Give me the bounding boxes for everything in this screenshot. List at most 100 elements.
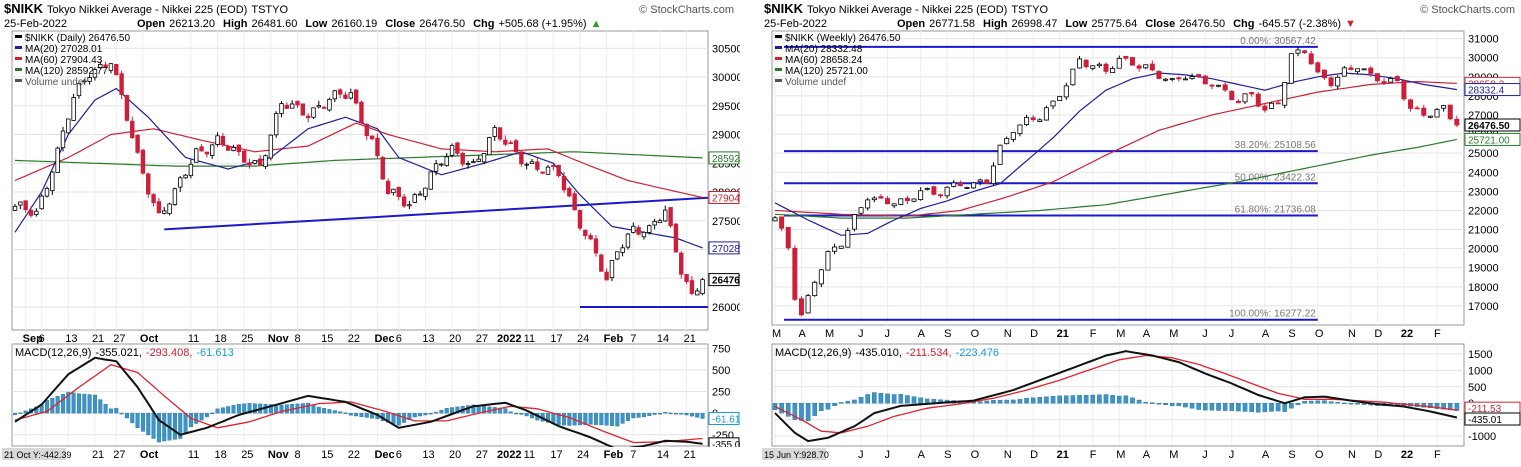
macd-histogram-bar — [918, 397, 923, 404]
legend-swatch — [15, 68, 22, 71]
candle-body — [1149, 63, 1155, 71]
macd-tick-label: 750 — [712, 343, 730, 355]
macd-histogram-bar — [412, 412, 417, 418]
candle-body — [924, 188, 930, 190]
macd-histogram-bar — [423, 412, 428, 416]
macd-histogram-bar — [663, 412, 668, 414]
macd-time-axis-label: Feb — [604, 449, 624, 461]
candle-body — [449, 144, 455, 156]
candle-body — [609, 259, 615, 279]
macd-time-axis-label: D — [1030, 449, 1038, 461]
candle-body — [284, 104, 290, 109]
price-panel-frame — [11, 30, 709, 331]
macd-histogram-bar — [76, 393, 81, 414]
candle-body — [1414, 107, 1420, 110]
time-axis-label: Dec — [374, 333, 394, 345]
candle-body — [375, 137, 380, 157]
candle-body — [825, 251, 831, 271]
legend-entry: Volume undef — [785, 77, 846, 88]
weekly-chart-svg: $NIKK Tokyo Nikkei Average - Nikkei 225 (… — [760, 1, 1521, 462]
candle-body — [1308, 53, 1314, 65]
candle-body — [439, 163, 444, 166]
candle-body — [359, 101, 364, 124]
macd-histogram-bar — [92, 394, 97, 414]
macd-histogram-bar — [1077, 395, 1082, 404]
time-axis-label: A — [1143, 328, 1151, 340]
candle-body — [204, 151, 210, 155]
candle-body — [931, 186, 937, 195]
close-label: Close — [385, 18, 415, 30]
candle-body — [508, 142, 513, 145]
macd-histogram-bar — [905, 395, 910, 404]
candle-body — [1057, 96, 1063, 101]
candle-body — [465, 163, 471, 165]
time-axis-label: O — [1315, 328, 1324, 340]
legend-entry: MA(120) 28592.77 — [25, 66, 108, 77]
ma60-line — [774, 80, 1457, 217]
candle-body — [1361, 68, 1367, 71]
price-tick-label: 20000 — [1468, 244, 1499, 256]
macd-histogram-bar — [911, 396, 917, 404]
time-axis-label: 8 — [294, 333, 300, 345]
macd-histogram-bar — [60, 393, 65, 414]
low-value: 26160.19 — [331, 18, 377, 30]
macd-histogram-bar — [1110, 395, 1115, 404]
macd-histogram-bar — [641, 412, 646, 418]
candle-body — [832, 246, 838, 252]
candle-body — [1348, 67, 1354, 71]
macd-legend: MACD(12,26,9) -435.010, -211.534, -223.476 — [775, 347, 999, 359]
macd-time-axis-label: O — [1315, 449, 1324, 461]
macd-histogram-bar — [679, 412, 684, 415]
candle-body — [1401, 80, 1407, 100]
time-axis-label: 13 — [422, 333, 434, 345]
macd-histogram-bar — [1163, 403, 1168, 405]
macd-histogram-bar — [1447, 403, 1453, 411]
time-axis-label: 21 — [1057, 328, 1069, 340]
candle-body — [1010, 132, 1016, 140]
macd-histogram-bar — [997, 399, 1003, 404]
macd-time-axis-label: F — [1090, 449, 1097, 461]
macd-time-axis-label: 11 — [524, 449, 535, 461]
fib-level-label: 61.80%: 21736.08 — [1235, 204, 1317, 215]
macd-histogram-bar — [252, 403, 257, 414]
time-axis-label: D — [1030, 328, 1038, 340]
candle-body — [898, 198, 904, 205]
macd-histogram-bar — [609, 412, 614, 426]
legend-swatch — [775, 68, 782, 71]
candle-body — [1163, 78, 1169, 81]
time-axis-label: 14 — [657, 333, 669, 345]
date-label: 25-Feb-2022 — [4, 18, 67, 30]
macd-histogram-bar — [284, 404, 289, 414]
candle-body — [911, 198, 917, 202]
high-value: 26481.60 — [251, 18, 297, 30]
candle-body — [535, 161, 540, 170]
macd-histogram-bar — [792, 403, 798, 420]
candle-body — [625, 233, 631, 248]
macd-histogram-bar — [524, 412, 529, 417]
legend-swatch — [15, 35, 22, 38]
candle-body — [156, 201, 162, 214]
candle-body — [812, 281, 818, 297]
time-axis-label: 22 — [348, 333, 360, 345]
macd-histogram-bar — [1150, 402, 1155, 404]
macd-histogram-bar — [156, 412, 161, 443]
candle-body — [1249, 92, 1255, 95]
candle-body — [1434, 109, 1440, 118]
candle-body — [1077, 58, 1083, 69]
candle-body — [199, 146, 204, 152]
time-axis-label: A — [918, 328, 926, 340]
candle-body — [412, 194, 417, 203]
high-value: 26998.47 — [1011, 18, 1057, 30]
candle-body — [151, 194, 156, 204]
candle-body — [1043, 107, 1049, 121]
chg-value: -645.57 (-2.38%) — [1259, 18, 1342, 30]
macd-histogram-bar — [306, 402, 311, 414]
candle-body — [1189, 76, 1195, 79]
macd-tick-label: 500 — [712, 365, 730, 377]
time-axis-label: Nov — [268, 333, 290, 345]
ohlc-line: 25-Feb-2022 Open 26771.58 High 26998.47 Low 25… — [764, 18, 1356, 30]
macd-histogram-bar — [631, 412, 636, 419]
candle-body — [1441, 105, 1447, 109]
macd-histogram-bar — [428, 412, 433, 415]
macd-time-axis-label: 24 — [577, 449, 589, 461]
